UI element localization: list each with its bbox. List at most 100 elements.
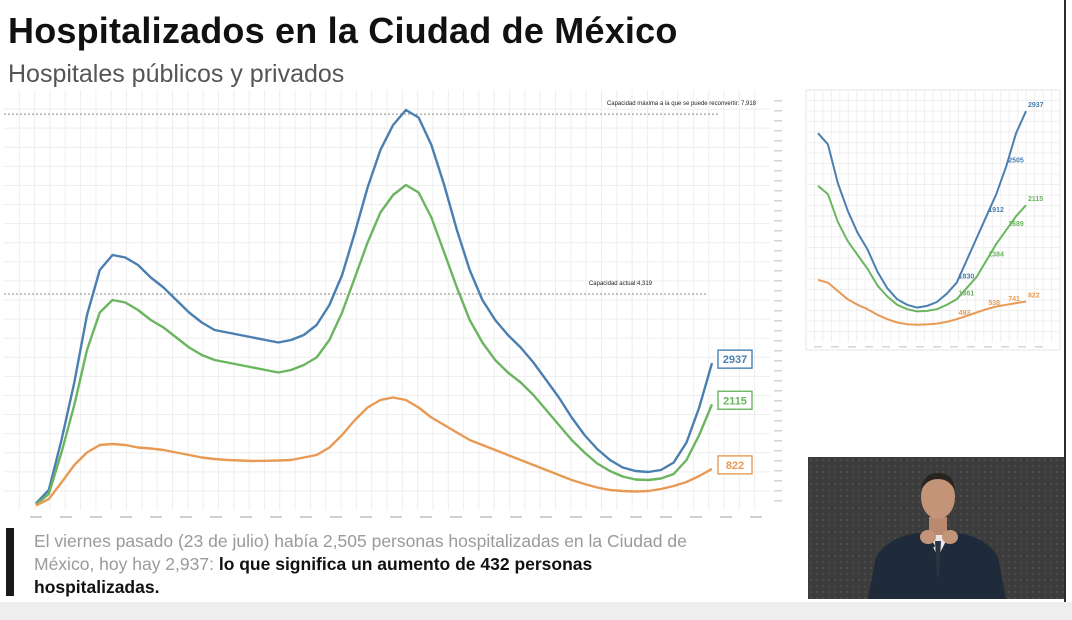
y-tick-label: [774, 310, 782, 312]
mini-series-line: [817, 110, 1027, 309]
y-tick-label: [774, 300, 782, 302]
end-label-text: 2115: [723, 395, 747, 407]
end-value-label: 2937: [717, 349, 753, 369]
y-tick-label: [774, 100, 782, 102]
y-tick-label: [774, 370, 782, 372]
y-tick-label: [774, 130, 782, 132]
mini-x-tick-label: [916, 346, 924, 348]
x-tick-label: [210, 516, 222, 518]
y-tick-label: [774, 120, 782, 122]
y-tick-label: [774, 390, 782, 392]
y-tick-label: [774, 460, 782, 462]
x-tick-label: [540, 516, 552, 518]
mini-data-label: 2115: [1028, 196, 1043, 203]
mini-data-label: 1689: [1008, 221, 1024, 228]
mini-x-tick-label: [1035, 346, 1043, 348]
y-tick-label: [774, 430, 782, 432]
y-tick-label: [774, 140, 782, 142]
mini-x-tick-label: [831, 346, 839, 348]
mini-data-label: 1384: [988, 252, 1004, 259]
mini-series-line: [817, 185, 1027, 313]
y-tick-label: [774, 280, 782, 282]
y-tick-label: [774, 440, 782, 442]
y-tick-label: [774, 230, 782, 232]
mini-x-tick-label: [1001, 346, 1009, 348]
end-label-box: [717, 349, 753, 369]
end-label-box: [717, 455, 753, 475]
y-tick-label: [774, 500, 782, 502]
x-tick-label: [690, 516, 702, 518]
y-tick-label: [774, 180, 782, 182]
x-tick-label: [330, 516, 342, 518]
series-line: [35, 108, 714, 505]
x-tick-label: [570, 516, 582, 518]
x-tick-label: [480, 516, 492, 518]
mini-data-label: 493: [959, 310, 971, 317]
mini-x-tick-label: [814, 346, 822, 348]
x-tick-label: [150, 516, 162, 518]
x-tick-label: [390, 516, 402, 518]
y-tick-label: [774, 220, 782, 222]
mini-data-label: 1830: [959, 274, 975, 281]
x-tick-label: [90, 516, 102, 518]
x-tick-label: [660, 516, 672, 518]
y-tick-label: [774, 360, 782, 362]
caption-accent-bar: [6, 528, 14, 596]
y-tick-label: [774, 190, 782, 192]
mini-x-tick-label: [950, 346, 958, 348]
x-tick-label: [300, 516, 312, 518]
end-label-box: [717, 390, 753, 410]
y-tick-label: [774, 250, 782, 252]
mini-x-tick-label: [848, 346, 856, 348]
x-tick-label: [360, 516, 372, 518]
y-tick-label: [774, 170, 782, 172]
series-line: [35, 183, 714, 506]
mini-x-tick-label: [984, 346, 992, 348]
y-tick-label: [774, 480, 782, 482]
y-tick-label: [774, 340, 782, 342]
x-tick-label: [420, 516, 432, 518]
mini-x-tick-label: [865, 346, 873, 348]
x-tick-label: [120, 516, 132, 518]
page-subtitle: Hospitales públicos y privados: [8, 60, 345, 88]
y-tick-label: [774, 350, 782, 352]
mini-x-tick-label: [899, 346, 907, 348]
reference-line-label: Capacidad actual:4,319: [589, 281, 653, 287]
x-tick-label: [450, 516, 462, 518]
x-tick-label: [30, 516, 42, 518]
caption-highlight: lo que significa un aumento de 432 perso…: [34, 554, 593, 597]
y-tick-label: [774, 410, 782, 412]
series-line: [35, 396, 713, 507]
caption-text: El viernes pasado (23 de julio) había 2,…: [34, 531, 687, 574]
mini-data-label: 538: [988, 300, 1000, 307]
y-tick-label: [774, 110, 782, 112]
y-tick-label: [774, 420, 782, 422]
x-tick-label: [720, 516, 732, 518]
mini-chart: 1830 1912 2505 2937 1361 1384 1689 2115 493 538 74…: [805, 89, 1061, 351]
end-label-text: 822: [726, 460, 744, 472]
y-tick-label: [774, 200, 782, 202]
frame-border: [1064, 0, 1066, 620]
page-title: Hospitalizados en la Ciudad de México: [8, 10, 678, 51]
mini-x-tick-label: [933, 346, 941, 348]
sign-language-interpreter-video: [808, 457, 1064, 599]
x-tick-label: [270, 516, 282, 518]
x-tick-label: [60, 516, 72, 518]
y-tick-label: [774, 160, 782, 162]
main-chart: Capacidad máxima a la que se puede recon…: [4, 90, 782, 518]
end-value-label: 822: [717, 455, 753, 475]
x-tick-label: [180, 516, 192, 518]
y-tick-label: [774, 270, 782, 272]
y-tick-label: [774, 290, 782, 292]
mini-x-tick-label: [1018, 346, 1026, 348]
y-tick-label: [774, 210, 782, 212]
end-value-label: 2115: [717, 390, 753, 410]
x-tick-label: [240, 516, 252, 518]
mini-series-line: [817, 278, 1027, 326]
y-tick-label: [774, 240, 782, 242]
mini-x-tick-label: [967, 346, 975, 348]
bottom-band: [0, 602, 1072, 620]
mini-data-label: 2505: [1008, 157, 1024, 164]
mini-x-tick-label: [882, 346, 890, 348]
end-label-text: 2937: [723, 354, 747, 366]
